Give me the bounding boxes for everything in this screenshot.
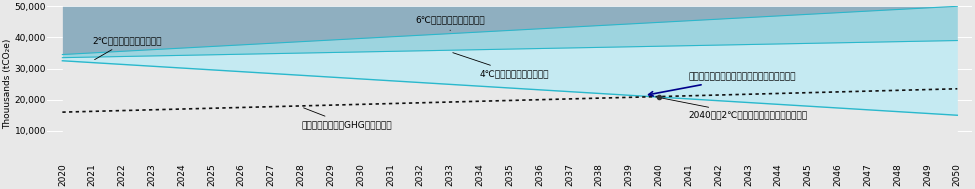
Text: 気温上昇とともにカーボンバジェットが低下: 気温上昇とともにカーボンバジェットが低下: [648, 73, 797, 96]
Text: 4℃のカーボンバジェット: 4℃のカーボンバジェット: [452, 53, 550, 78]
Text: 2040年に2℃のカーボンバジェットを超過: 2040年に2℃のカーボンバジェットを超過: [662, 98, 808, 120]
Text: ポートフォリオのGHG排出量予測: ポートフォリオのGHG排出量予測: [301, 108, 392, 129]
Text: 2℃のカーボンバジェット: 2℃のカーボンバジェット: [93, 36, 162, 60]
Y-axis label: Thouusands (tCO₂e): Thouusands (tCO₂e): [3, 39, 12, 129]
Text: 6℃のカーボンバジェット: 6℃のカーボンバジェット: [415, 16, 485, 30]
